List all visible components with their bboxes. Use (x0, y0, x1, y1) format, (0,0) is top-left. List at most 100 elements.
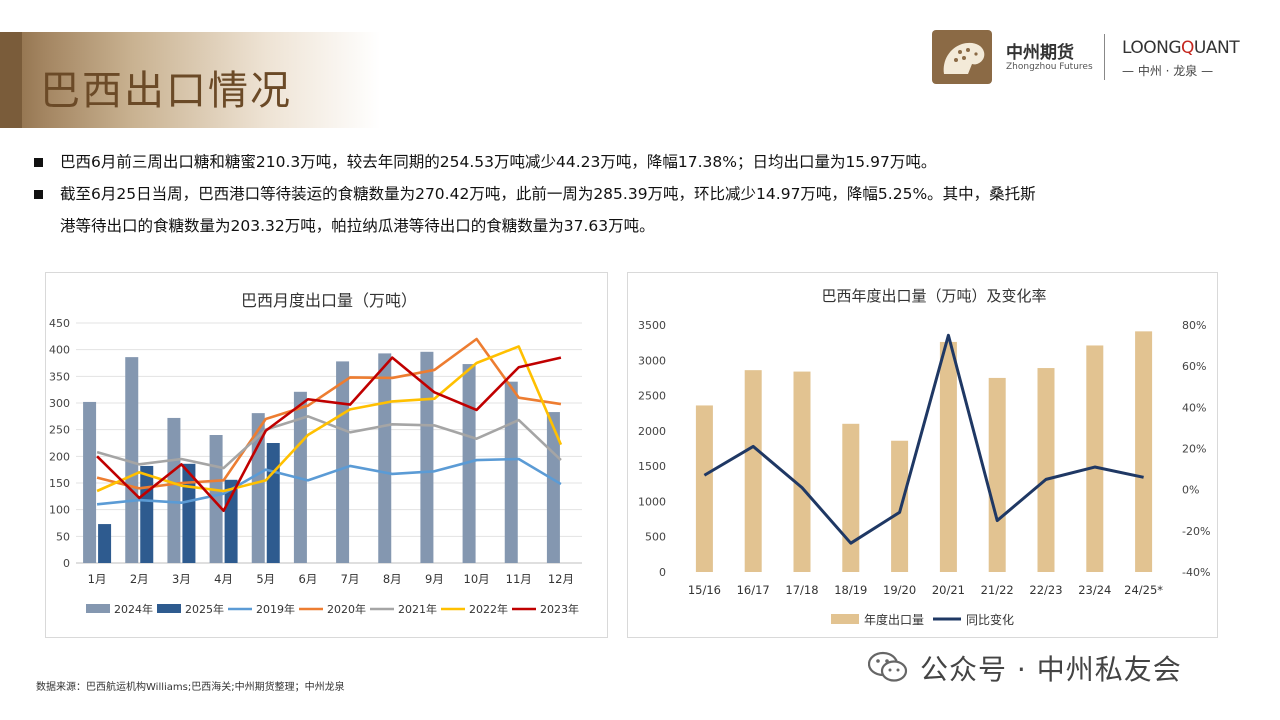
monthly-export-chart-svg: 巴西月度出口量（万吨） 0 50 100 150 200 250 300 350 400 450 1月… (49, 291, 582, 616)
y-tick-label: 500 (645, 531, 666, 544)
y-tick-label: 450 (49, 317, 70, 330)
bar-2024年 (83, 401, 97, 563)
bar-2025年 (140, 465, 154, 563)
legend-label: 同比变化 (966, 612, 1014, 627)
y-tick-label: 3500 (638, 319, 666, 332)
x-tick-label: 4月 (214, 572, 233, 586)
legend-label: 2020年 (327, 602, 366, 616)
page-title: 巴西出口情况 (40, 68, 292, 114)
bar-2024年 (420, 351, 434, 563)
x-tick-label: 10月 (464, 572, 490, 586)
legend-label: 2022年 (469, 602, 508, 616)
x-tick-label: 20/21 (932, 583, 965, 597)
bullet-item: 巴西6月前三周出口糖和糖蜜210.3万吨，较去年同期的254.53万吨减少44.… (34, 146, 1234, 178)
y-tick-label: 350 (49, 370, 70, 383)
bar-annual-export (1037, 368, 1055, 572)
bar-annual-export (891, 440, 909, 572)
annual-export-chart-svg: 巴西年度出口量（万吨）及变化率 0 500 1000 1500 2000 2500 3000 3… (638, 287, 1210, 627)
legend-label: 2024年 (114, 602, 153, 616)
logo-zhongzhou-en: Zhongzhou Futures (1006, 62, 1093, 72)
title-accent-bar (0, 32, 22, 128)
y2-tick-label: 80% (1182, 319, 1206, 332)
bar-2025年 (98, 524, 112, 563)
y2-tick-label: -40% (1182, 566, 1210, 579)
bullet-item-continuation: 港等待出口的食糖数量为203.32万吨，帕拉纳瓜港等待出口的食糖数量为37.63… (34, 210, 1234, 242)
chart-title: 巴西月度出口量（万吨） (241, 291, 417, 310)
data-source-note: 数据来源：巴西航运机构Williams;巴西海关;中州期货整理；中州龙泉 (36, 682, 345, 693)
y-tick-label: 3000 (638, 354, 666, 367)
logo-zhongzhou-cn: 中州期货 (1006, 43, 1074, 63)
x-tick-label: 15/16 (688, 583, 721, 597)
bar-annual-export (988, 377, 1006, 572)
bar-annual-export (744, 370, 762, 572)
legend-swatch-2025年 (157, 604, 181, 613)
x-tick-label: 17/18 (785, 583, 818, 597)
bar-annual-export (793, 371, 811, 572)
x-tick-label: 6月 (299, 572, 318, 586)
y-tick-label: 300 (49, 397, 70, 410)
bullet-text: 巴西6月前三周出口糖和糖蜜210.3万吨，较去年同期的254.53万吨减少44.… (60, 153, 937, 171)
bar-annual-export (939, 341, 957, 572)
bullet-square-icon (34, 158, 43, 167)
logo-loongquant-cn: — 中州 · 龙泉 — (1122, 64, 1214, 78)
x-tick-label: 23/24 (1078, 583, 1111, 597)
y-tick-label: 200 (49, 450, 70, 463)
bar-2025年 (266, 443, 280, 563)
monthly-export-chart: 巴西月度出口量（万吨） 0 50 100 150 200 250 300 350 400 450 1月… (45, 272, 608, 638)
series-line-2023年 (96, 356, 562, 513)
brand-logos: 中州期货 Zhongzhou Futures LOONGQUANT — 中州 ·… (930, 28, 1250, 88)
y-tick-label: 1000 (638, 495, 666, 508)
y2-tick-label: -20% (1182, 525, 1210, 538)
summary-bullets: 巴西6月前三周出口糖和糖蜜210.3万吨，较去年同期的254.53万吨减少44.… (34, 146, 1234, 242)
legend-swatch-2024年 (86, 604, 110, 613)
logo-loongquant-en: LOONGQUANT (1122, 38, 1240, 58)
wechat-account-name: 公众号 · 中州私友会 (920, 653, 1182, 686)
bar-annual-export (1086, 345, 1104, 572)
bar-2024年 (167, 417, 181, 563)
legend-label: 2019年 (256, 602, 295, 616)
bullet-text: 港等待出口的食糖数量为203.32万吨，帕拉纳瓜港等待出口的食糖数量为37.63… (60, 217, 655, 235)
legend-label: 2023年 (540, 602, 579, 616)
series-line-yoy (703, 333, 1144, 545)
x-tick-label: 22/23 (1029, 583, 1062, 597)
y2-tick-label: 0% (1182, 484, 1199, 497)
title-banner (0, 32, 380, 128)
bar-annual-export (842, 423, 860, 572)
x-tick-label: 8月 (383, 572, 402, 586)
annual-export-chart: 巴西年度出口量（万吨）及变化率 0 500 1000 1500 2000 2500 3000 3… (627, 272, 1218, 638)
x-tick-label: 9月 (425, 572, 444, 586)
x-tick-label: 3月 (172, 572, 191, 586)
y-tick-label: 0 (63, 557, 70, 570)
y2-tick-label: 20% (1182, 443, 1206, 456)
x-tick-label: 19/20 (883, 583, 916, 597)
x-tick-label: 7月 (341, 572, 360, 586)
x-tick-label: 12月 (548, 572, 574, 586)
y-tick-label: 2500 (638, 390, 666, 403)
x-tick-label: 16/17 (737, 583, 770, 597)
y-tick-label: 150 (49, 477, 70, 490)
series-line-2022年 (96, 345, 563, 493)
zhongzhou-leopard-logo-icon (932, 30, 992, 84)
y-tick-label: 50 (56, 530, 70, 543)
y-tick-label: 2000 (638, 425, 666, 438)
x-tick-label: 21/22 (981, 583, 1014, 597)
x-tick-label: 5月 (256, 572, 275, 586)
y-tick-label: 250 (49, 424, 70, 437)
chart-title: 巴西年度出口量（万吨）及变化率 (821, 287, 1046, 305)
bar-annual-export (695, 405, 713, 572)
series-line-2021年 (96, 415, 562, 470)
series-line-2019年 (96, 457, 562, 506)
wechat-icon (868, 651, 908, 682)
x-tick-label: 18/19 (834, 583, 867, 597)
x-tick-label: 2月 (130, 572, 149, 586)
series-line-2020年 (96, 337, 562, 490)
bar-2025年 (182, 463, 196, 563)
bar-annual-export (1135, 331, 1153, 572)
y2-tick-label: 60% (1182, 360, 1206, 373)
bullet-text: 截至6月25日当周，巴西港口等待装运的食糖数量为270.42万吨，此前一周为28… (60, 185, 1036, 203)
x-tick-label: 24/25* (1124, 583, 1163, 597)
x-tick-label: 1月 (88, 572, 107, 586)
legend-swatch-annual-export (831, 614, 859, 624)
y-tick-label: 100 (49, 504, 70, 517)
bar-2024年 (378, 353, 392, 563)
